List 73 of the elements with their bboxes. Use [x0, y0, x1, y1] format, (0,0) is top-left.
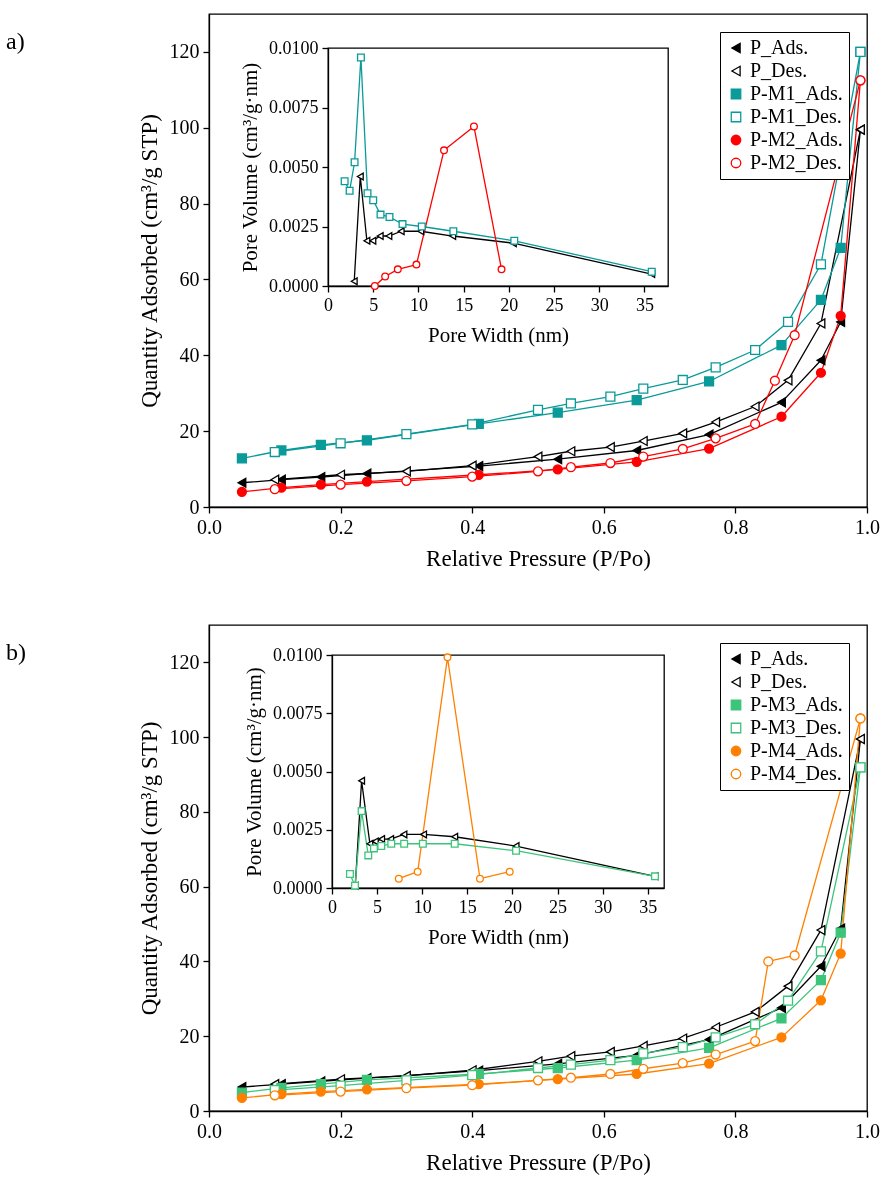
y-axis-title: Quantity Adsorbed (cm³/g STP) — [136, 721, 162, 1016]
x-axis-title: Relative Pressure (P/Po) — [426, 545, 651, 571]
x-tick-label: 35 — [639, 896, 658, 917]
legend-label: P-M1_Des. — [750, 105, 842, 127]
y-tick-label: 100 — [169, 725, 200, 748]
legend-label: P-M2_Ads. — [750, 128, 843, 150]
legend-label: P-M4_Ads. — [750, 739, 843, 761]
y-tick-label: 100 — [169, 116, 200, 139]
y-tick-label: 80 — [179, 192, 200, 215]
x-tick-label: 1.0 — [855, 515, 880, 538]
legend-label: P_Ads. — [750, 647, 809, 669]
x-tick-label: 20 — [503, 896, 522, 917]
x-tick-label: 5 — [373, 896, 383, 917]
legend-label: P-M2_Des. — [750, 151, 842, 173]
x-tick-label: 10 — [409, 294, 428, 315]
y-tick-label: 0.0100 — [273, 644, 323, 665]
x-tick-label: 0.2 — [328, 515, 354, 538]
y-tick-label: 0 — [189, 495, 200, 518]
x-tick-label: 0.4 — [460, 515, 486, 538]
x-tick-label: 25 — [545, 294, 564, 315]
y-tick-label: 60 — [179, 875, 200, 898]
y-axis-title: Pore Volume (cm³/g·nm) — [238, 62, 262, 273]
x-tick-label: 0.8 — [723, 515, 749, 538]
y-tick-label: 20 — [179, 1024, 200, 1047]
x-tick-label: 20 — [500, 294, 519, 315]
legend-label: P-M1_Ads. — [750, 82, 843, 104]
y-tick-label: 40 — [179, 949, 200, 972]
legend-label: P-M3_Ads. — [750, 693, 843, 715]
y-tick-label: 0 — [189, 1099, 200, 1122]
x-tick-label: 0.4 — [460, 1119, 486, 1142]
x-tick-label: 5 — [369, 294, 379, 315]
x-tick-label: 25 — [549, 896, 568, 917]
x-tick-label: 0.0 — [197, 1119, 222, 1142]
y-tick-label: 0.0075 — [273, 702, 323, 723]
x-tick-label: 0.6 — [591, 515, 617, 538]
legend-label: P_Des. — [750, 59, 808, 81]
x-tick-label: 0.0 — [197, 515, 222, 538]
legend-label: P-M3_Des. — [750, 716, 842, 738]
legend-label: P-M4_Des. — [750, 762, 842, 784]
y-tick-label: 20 — [179, 419, 200, 442]
x-axis-title: Pore Width (nm) — [427, 322, 570, 347]
y-tick-label: 40 — [179, 343, 200, 366]
x-tick-label: 0.8 — [723, 1119, 749, 1142]
text: b) — [6, 639, 26, 666]
y-tick-label: 0.0000 — [273, 877, 323, 898]
legend-label: P_Ads. — [750, 36, 809, 58]
y-tick-label: 60 — [179, 267, 200, 290]
x-tick-label: 0.6 — [591, 1119, 617, 1142]
x-axis-title: Pore Width (nm) — [427, 924, 570, 949]
x-tick-label: 0 — [328, 896, 337, 917]
x-tick-label: 30 — [594, 896, 613, 917]
x-tick-label: 0.2 — [328, 1119, 354, 1142]
x-tick-label: 10 — [413, 896, 432, 917]
y-axis-title: Pore Volume (cm³/g·nm) — [242, 667, 266, 877]
x-tick-label: 35 — [635, 294, 654, 315]
legend-label: P_Des. — [750, 670, 808, 692]
text: a) — [6, 28, 25, 55]
x-tick-label: 1.0 — [855, 1119, 880, 1142]
y-tick-label: 0.0000 — [269, 275, 319, 296]
y-tick-label: 80 — [179, 800, 200, 823]
y-tick-label: 0.0050 — [269, 156, 319, 177]
y-tick-label: 0.0025 — [269, 216, 319, 236]
y-tick-label: 0.0075 — [269, 97, 319, 117]
y-tick-label: 120 — [169, 650, 200, 673]
y-tick-label: 120 — [169, 40, 200, 63]
y-tick-label: 0.0025 — [273, 819, 323, 840]
x-tick-label: 15 — [455, 294, 474, 315]
y-tick-label: 0.0050 — [273, 761, 323, 781]
x-tick-label: 15 — [458, 896, 477, 917]
y-tick-label: 0.0100 — [269, 37, 319, 58]
y-axis-title: Quantity Adsorbed (cm³/g STP) — [136, 114, 162, 408]
x-axis-title: Relative Pressure (P/Po) — [426, 1149, 651, 1175]
x-tick-label: 30 — [590, 294, 609, 315]
